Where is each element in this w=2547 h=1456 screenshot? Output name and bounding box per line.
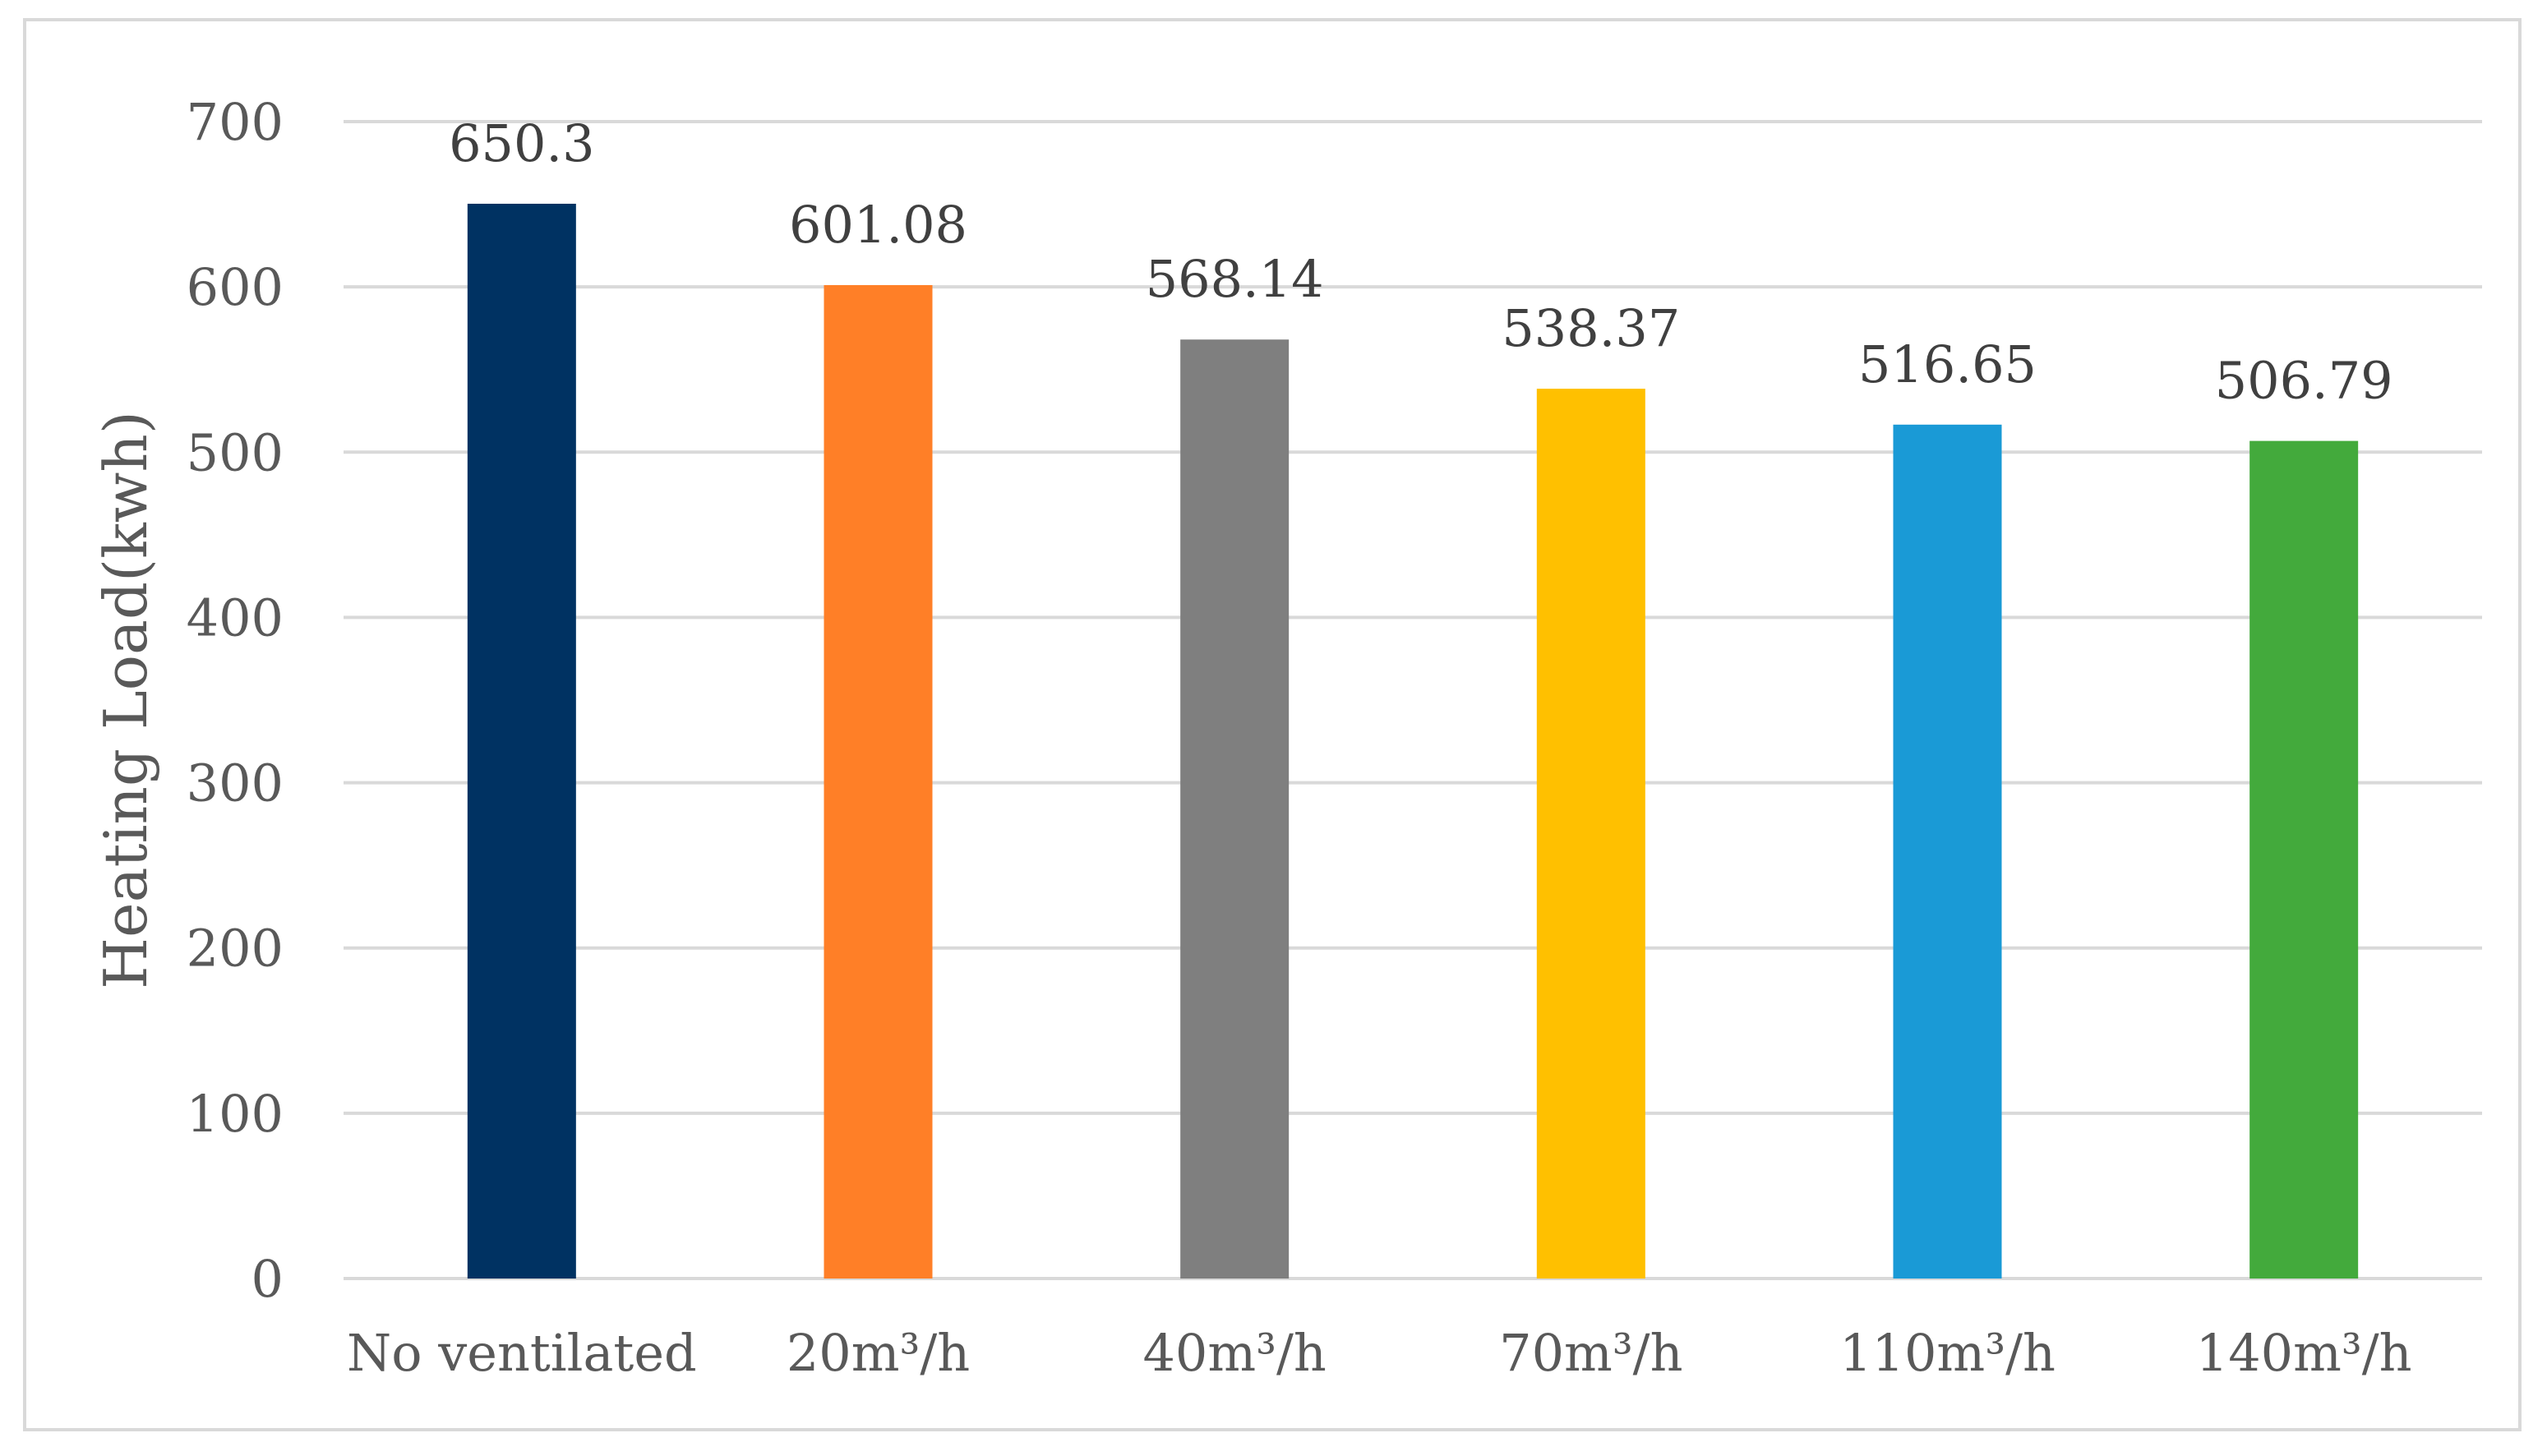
y-tick-label: 600 xyxy=(187,257,284,317)
data-label: 506.79 xyxy=(2215,351,2393,411)
bar xyxy=(2249,440,2359,1279)
data-label: 568.14 xyxy=(1146,249,1324,309)
data-label: 650.3 xyxy=(449,113,595,173)
bar xyxy=(1893,424,2002,1279)
y-tick-label: 0 xyxy=(251,1249,284,1309)
y-axis-ticks: 0 100 200 300 400 500 600 700 xyxy=(187,92,284,1309)
y-tick-label: 400 xyxy=(187,587,284,647)
bars xyxy=(467,203,2359,1279)
bar xyxy=(1536,389,1645,1279)
y-tick-label: 100 xyxy=(187,1084,284,1144)
gridlines xyxy=(344,120,2482,1280)
data-labels: 650.3 601.08 568.14 538.37 516.65 506.79 xyxy=(449,113,2393,411)
bar xyxy=(1180,339,1290,1279)
x-tick-label: 40m³/h xyxy=(1142,1323,1326,1383)
data-label: 516.65 xyxy=(1858,334,2037,394)
data-label: 538.37 xyxy=(1502,298,1680,358)
x-tick-label: No ventilated xyxy=(347,1323,697,1383)
x-axis-ticks: No ventilated 20m³/h 40m³/h 70m³/h 110m³/h 14… xyxy=(347,1323,2412,1383)
y-axis-title: Heating Load(kwh) xyxy=(91,411,160,989)
data-label: 601.08 xyxy=(789,195,967,255)
y-tick-label: 300 xyxy=(187,753,284,813)
x-tick-label: 140m³/h xyxy=(2196,1323,2412,1383)
bar xyxy=(824,284,933,1279)
bar xyxy=(467,203,576,1279)
x-tick-label: 70m³/h xyxy=(1499,1323,1682,1383)
x-tick-label: 20m³/h xyxy=(787,1323,970,1383)
x-tick-label: 110m³/h xyxy=(1839,1323,2056,1383)
y-tick-label: 500 xyxy=(187,422,284,482)
y-tick-label: 200 xyxy=(187,919,284,979)
y-tick-label: 700 xyxy=(187,92,284,152)
